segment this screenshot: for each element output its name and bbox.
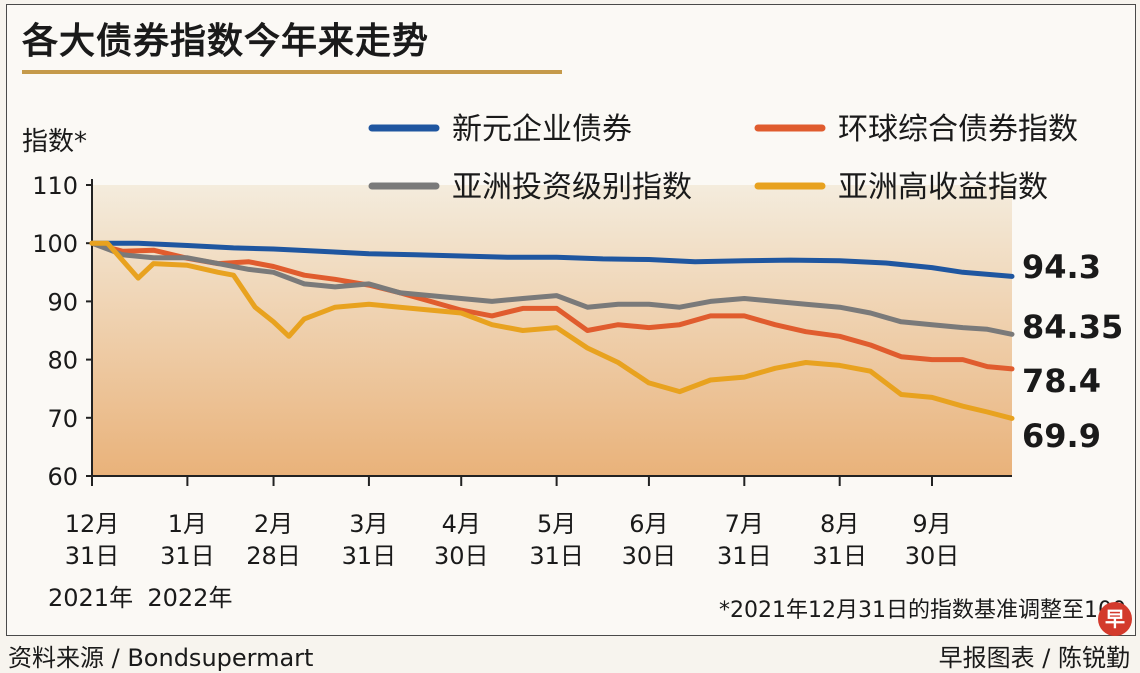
x-tick-label: 31日 [342,542,397,570]
x-year-label: 2022年 [147,584,232,612]
chart-title: 各大债券指数今年来走势 [22,21,430,62]
series-line [89,240,1015,279]
x-tick-label: 30日 [434,542,489,570]
y-tick-label: 70 [47,405,78,433]
series-end-label: 84.35 [1022,308,1123,346]
x-tick-label: 31日 [65,542,120,570]
x-tick-label: 1月 [168,510,207,538]
y-axis-label: 指数* [22,127,87,157]
x-tick-label: 2月 [254,510,293,538]
x-tick-label: 31日 [717,542,772,570]
x-tick-label: 8月 [820,510,859,538]
series-line [89,240,1015,421]
x-tick-label: 4月 [442,510,481,538]
x-tick-label: 7月 [725,510,764,538]
legend-label: 亚洲投资级别指数 [452,170,692,205]
legend-label: 亚洲高收益指数 [838,170,1048,205]
legend-label: 环球综合债券指数 [838,112,1078,147]
y-tick-label: 60 [47,463,78,491]
x-tick-label: 31日 [529,542,584,570]
x-tick-label: 3月 [349,510,388,538]
series-line [89,240,1015,372]
x-tick-label: 28日 [246,542,301,570]
title-underline [22,70,562,74]
y-tick-label: 110 [32,172,78,200]
y-tick-label: 80 [47,347,78,375]
footnote: *2021年12月31日的指数基准调整至100 [719,598,1126,623]
x-year-label: 2021年 [48,584,133,612]
y-tick-label: 100 [32,230,78,258]
x-tick-label: 31日 [160,542,215,570]
legend-label: 新元企业债券 [452,112,632,147]
x-tick-label: 30日 [905,542,960,570]
x-tick-label: 9月 [912,510,951,538]
x-tick-label: 31日 [812,542,867,570]
graphic-credit: 早报图表 / 陈锐勤 [938,644,1130,672]
publisher-badge-icon: 早 [1098,602,1132,636]
series-end-label: 78.4 [1022,362,1101,400]
series-end-label: 69.9 [1022,417,1101,455]
x-tick-label: 12月 [65,510,120,538]
source-credit: 资料来源 / Bondsupermart [8,644,314,672]
series-end-label: 94.3 [1022,248,1101,286]
series-line [89,240,1015,337]
x-tick-label: 30日 [622,542,677,570]
y-tick-label: 90 [47,288,78,316]
x-tick-label: 5月 [537,510,576,538]
x-tick-label: 6月 [629,510,668,538]
